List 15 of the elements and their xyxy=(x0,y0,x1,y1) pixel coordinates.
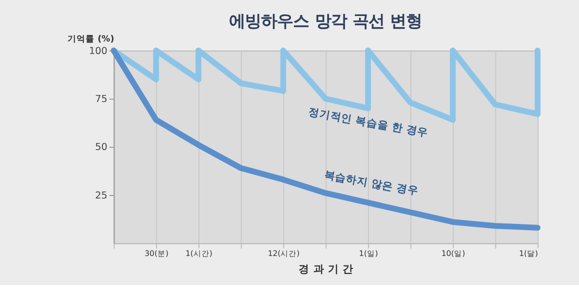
x-tick-label: 10(일) xyxy=(441,249,466,258)
chart-title: 에빙하우스 망각 곡선 변형 xyxy=(229,11,422,30)
x-tick-label: 12(시간) xyxy=(268,249,300,258)
y-tick-label: 100 xyxy=(89,46,108,57)
y-tick-label: 50 xyxy=(95,142,108,154)
y-tick-label: 25 xyxy=(95,190,108,202)
x-tick-label: 1(시간) xyxy=(185,249,212,258)
x-axis-title: 경 과 기 간 xyxy=(298,264,354,276)
text: 정기적인 복습을 한 경우 xyxy=(308,106,429,140)
y-axis-title: 기억률 (%) xyxy=(68,34,114,44)
text: 복습하지 않은 경우 xyxy=(323,169,420,198)
x-tick-label: 1(일) xyxy=(359,249,378,258)
y-tick-label: 75 xyxy=(95,94,108,106)
x-tick-label: 30(분) xyxy=(144,249,168,258)
x-tick-label: 1(달) xyxy=(519,249,538,258)
